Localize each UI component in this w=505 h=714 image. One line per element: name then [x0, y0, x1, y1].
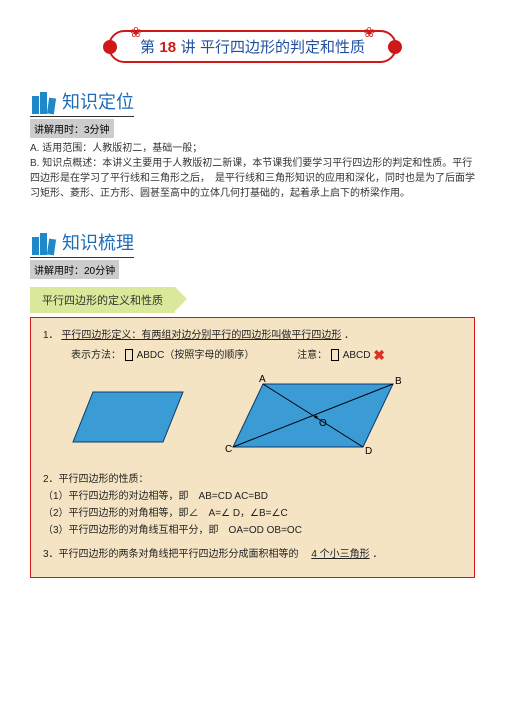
section2-time: 讲解用时：20分钟 — [30, 260, 119, 279]
content-box: 1． 平行四边形定义：有两组对边分别平行的四边形叫做平行四边形 ． 表示方法： … — [30, 317, 475, 578]
books-icon — [30, 90, 56, 114]
line1-num: 1． — [43, 330, 59, 341]
note-text: ABCD — [343, 350, 371, 361]
line3b: 4 个小三角形 — [311, 549, 369, 560]
pointA-text: 适用范围：人教版初二，基础一般； — [42, 143, 202, 154]
label-D: D — [365, 446, 372, 457]
line3: 3．平行四边形的两条对角线把平行四边形分成面积相等的 4 个小三角形 ． — [43, 547, 462, 563]
x-mark-icon: ✖ — [373, 347, 385, 363]
repr-text: ABDC（按照字母的顺序） — [137, 350, 255, 361]
title-banner: ❀ ❀ 第 18 讲 平行四边形的判定和性质 — [108, 30, 397, 63]
properties: 2．平行四边形的性质： （1）平行四边形的对边相等，即 AB=CD AC=BD … — [43, 472, 462, 539]
note-label: 注意： — [297, 350, 327, 361]
prop1: （1）平行四边形的对边相等，即 AB=CD AC=BD — [43, 489, 462, 505]
time-label: 讲解用时： — [34, 125, 84, 136]
time-value: 3分钟 — [84, 125, 110, 136]
line3a: 3．平行四边形的两条对角线把平行四边形分成面积相等的 — [43, 549, 299, 560]
line1-text: 平行四边形定义：有两组对边分别平行的四边形叫做平行四边形 — [61, 330, 341, 341]
time-value: 20分钟 — [84, 266, 115, 277]
title-main: 平行四边形的判定和性质 — [200, 39, 365, 56]
title-suffix: 讲 — [181, 39, 196, 56]
repr-label: 表示方法： — [71, 350, 121, 361]
title-number: 18 — [159, 39, 176, 56]
label-C: C — [225, 444, 232, 455]
line3c: ． — [372, 549, 382, 560]
prop2: （2）平行四边形的对角相等，即∠ A=∠ D，∠B=∠C — [43, 506, 462, 522]
page: ❀ ❀ 第 18 讲 平行四边形的判定和性质 知识定位 讲解用时：3分钟 A. … — [0, 0, 505, 598]
label-O: O — [319, 418, 327, 429]
section2-head: 知识梳理 — [30, 229, 134, 258]
parallelogram-symbol-icon — [125, 349, 133, 361]
definition-row: 1． 平行四边形定义：有两组对边分别平行的四边形叫做平行四边形 ． 表示方法： … — [43, 328, 462, 366]
pointB-label: B. — [30, 158, 39, 169]
parallelogram-labeled: A B C D O — [223, 372, 403, 462]
title-prefix: 第 — [140, 39, 155, 56]
ornament-left: ❀ — [130, 24, 142, 41]
pointA-label: A. — [30, 143, 39, 154]
section1-title: 知识定位 — [62, 88, 134, 114]
props-title: 2．平行四边形的性质： — [43, 472, 462, 488]
books-icon — [30, 231, 56, 255]
time-label: 讲解用时： — [34, 266, 84, 277]
ornament-right: ❀ — [363, 24, 375, 41]
parallelogram-plain — [63, 382, 193, 452]
label-B: B — [395, 376, 402, 387]
section1-body: A. 适用范围：人教版初二，基础一般； B. 知识点概述：本讲义主要用于人教版初… — [30, 141, 475, 201]
parallelogram-symbol-icon — [331, 349, 339, 361]
diagrams: A B C D O — [63, 372, 462, 462]
ribbon: 平行四边形的定义和性质 — [30, 287, 175, 313]
section1-head: 知识定位 — [30, 88, 134, 117]
section2-title: 知识梳理 — [62, 229, 134, 255]
section1-time: 讲解用时：3分钟 — [30, 119, 114, 138]
prop3: （3）平行四边形的对角线互相平分，即 OA=OD OB=OC — [43, 523, 462, 539]
pointB-text: 知识点概述：本讲义主要用于人教版初二新课，本节课我们要学习平行四边形的判定和性质… — [30, 158, 475, 199]
label-A: A — [259, 374, 266, 385]
line1-period: ． — [344, 330, 354, 341]
